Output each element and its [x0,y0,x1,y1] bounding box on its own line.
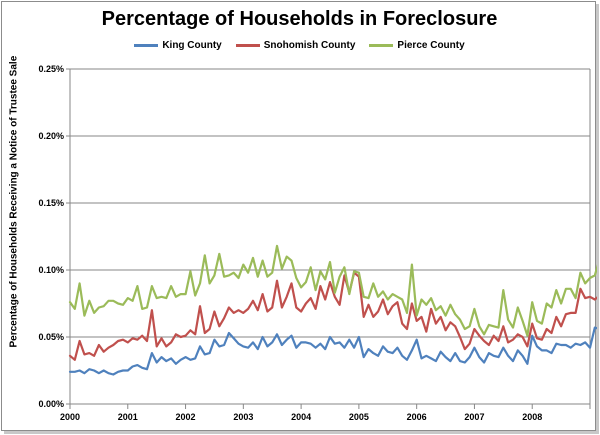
y-tick-label: 0.15% [38,198,64,208]
legend-swatch-king [134,44,159,47]
y-tick-label: 0.00% [38,399,64,409]
y-tick-label: 0.10% [38,265,64,275]
y-tick-label: 0.20% [38,131,64,141]
legend-swatch-snohomish [235,44,260,47]
legend: King County Snohomish County Pierce Coun… [2,40,597,51]
x-tick-label: 2007 [464,412,484,422]
legend-item-king: King County [134,40,222,51]
y-tick-label: 0.05% [38,332,64,342]
legend-label-pierce: Pierce County [397,40,465,51]
chart-title: Percentage of Households in Foreclosure [101,8,498,30]
x-tick-label: 2005 [349,412,369,422]
x-tick-label: 2003 [233,412,253,422]
x-tick-label: 2004 [291,412,311,422]
x-tick-label: 2008 [522,412,542,422]
series-line-pierce-county [68,244,597,337]
series-line-king-county [68,326,597,376]
x-tick-label: 2002 [176,412,196,422]
legend-label-snohomish: Snohomish County [263,40,356,51]
x-tick-label: 2006 [407,412,427,422]
legend-swatch-pierce [369,44,394,47]
y-tick-label: 0.25% [38,64,64,74]
x-tick-label: 2001 [118,412,138,422]
legend-item-pierce: Pierce County [369,40,465,51]
x-tick-label: 2000 [60,412,80,422]
series-line-snohomish-county [68,271,597,361]
legend-item-snohomish: Snohomish County [235,40,356,51]
legend-label-king: King County [162,40,222,51]
